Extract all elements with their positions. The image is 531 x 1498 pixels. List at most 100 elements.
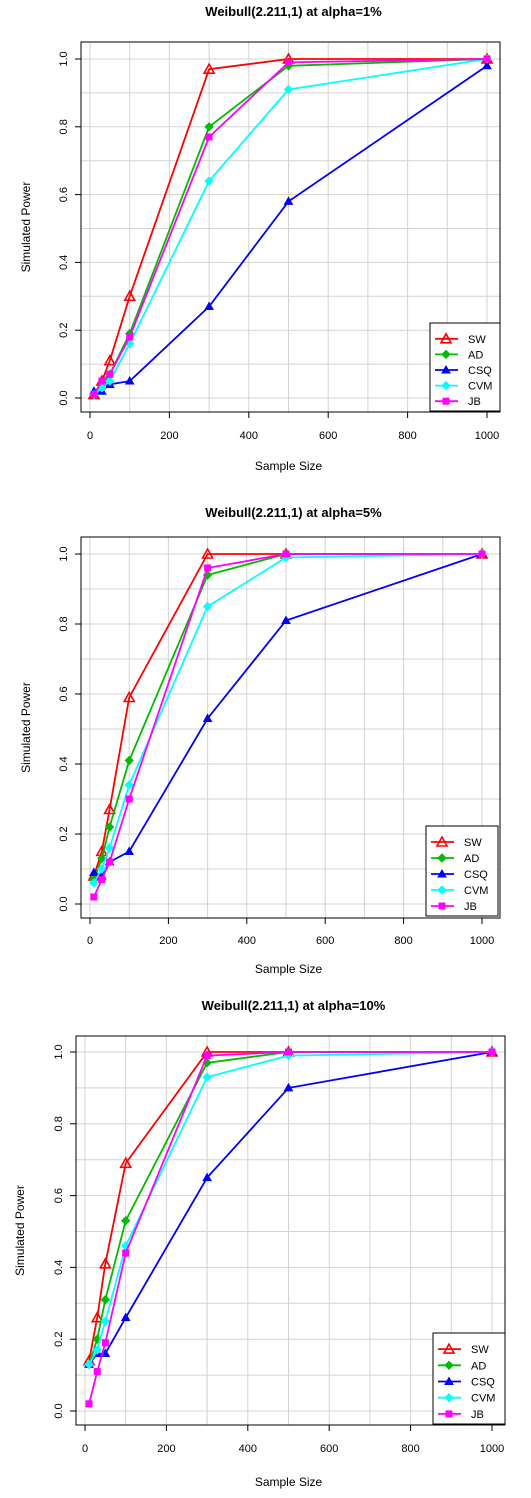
data-point-jb [98, 377, 106, 385]
data-point-jb [126, 333, 134, 341]
legend-label-csq: CSQ [468, 365, 492, 377]
data-point-cvm [84, 1359, 94, 1370]
data-point-jb [285, 1048, 292, 1056]
x-tick-label: 200 [160, 430, 178, 442]
data-point-jb [98, 876, 106, 883]
data-point-jb [205, 133, 213, 141]
x-tick-label: 800 [401, 1443, 419, 1455]
data-point-jb [478, 550, 486, 558]
plot-frame [80, 536, 501, 919]
x-tick-label: 800 [398, 430, 416, 442]
series-jb [85, 1048, 496, 1408]
x-tick-label: 1000 [470, 935, 494, 947]
x-tick-label: 800 [394, 935, 412, 947]
y-tick-label: 0.6 [58, 686, 70, 701]
legend: SW AD CSQ CVM JB [425, 825, 499, 917]
legend-label-jb: JB [471, 1409, 484, 1421]
series-line-sw [93, 58, 487, 396]
x-tick-label: 0 [87, 935, 93, 947]
plot-frame [80, 41, 501, 413]
data-point-csq [202, 1172, 212, 1182]
chart-title: Weibull(2.211,1) at alpha=5% [205, 505, 382, 520]
legend-marker-csq [437, 868, 447, 878]
y-tick-label: 0.0 [58, 896, 70, 911]
series-ad [84, 1047, 497, 1370]
legend-marker-ad [444, 1360, 454, 1371]
data-point-csq [283, 196, 294, 205]
y-tick-label: 0.2 [58, 826, 70, 841]
y-tick-label: 1.0 [58, 546, 70, 561]
x-axis-label: Sample Size [255, 1475, 323, 1489]
x-tick-label: 200 [159, 935, 177, 947]
data-point-cvm [124, 780, 134, 790]
series-line-csq [93, 553, 483, 878]
series-cvm [84, 1047, 497, 1370]
legend-marker-csq [444, 1376, 454, 1385]
legend-label-jb: JB [468, 396, 481, 408]
series-jb [90, 550, 486, 901]
series-line-sw [93, 553, 482, 877]
data-point-jb [122, 1249, 130, 1257]
x-tick-label: 1000 [475, 430, 499, 442]
data-point-ad [100, 1295, 111, 1305]
data-point-jb [204, 564, 212, 572]
legend-marker-cvm [444, 1392, 454, 1403]
data-point-jb [483, 55, 491, 63]
data-point-jb [488, 1048, 496, 1056]
y-tick-label: 0.4 [53, 1260, 65, 1275]
legend-box [432, 1332, 506, 1425]
legend-marker-sw [439, 332, 453, 344]
x-tick-label: 400 [240, 430, 258, 442]
series-line-csq [88, 1051, 493, 1365]
data-point-cvm [283, 84, 294, 95]
x-tick-label: 600 [320, 1443, 338, 1455]
data-point-cvm [105, 376, 115, 386]
data-point-csq [124, 376, 135, 385]
y-axis-label: Simulated Power [13, 1185, 27, 1276]
x-tick-label: 0 [87, 430, 93, 442]
data-point-sw [103, 802, 116, 815]
data-point-sw [98, 1257, 112, 1269]
x-axis-label: Sample Size [255, 962, 323, 976]
series-line-sw [88, 1051, 492, 1361]
data-point-cvm [104, 843, 115, 853]
legend-label-jb: JB [464, 901, 477, 913]
data-point-csq [202, 713, 213, 722]
data-point-jb [93, 1368, 101, 1376]
data-point-sw [123, 289, 137, 302]
data-point-jb [85, 1400, 93, 1408]
chart-panel-1: Weibull(2.211,1) at alpha=1% 0 200 400 600 80… [19, 4, 501, 473]
x-tick-label: 400 [238, 935, 256, 947]
x-tick-label: 1000 [480, 1443, 504, 1455]
y-axis-label: Simulated Power [19, 682, 33, 773]
data-point-jb [106, 370, 114, 378]
data-point-cvm [202, 1072, 212, 1082]
legend-box [425, 825, 499, 917]
legend-marker-jb [442, 397, 450, 405]
legend-label-cvm: CVM [471, 1393, 495, 1405]
y-tick-label: 1.0 [58, 51, 70, 66]
data-point-csq [124, 846, 135, 855]
legend-marker-sw [435, 835, 449, 847]
series-line-jb [88, 1051, 492, 1405]
y-axis-label: Simulated Power [19, 182, 33, 273]
y-tick-label: 0.4 [58, 756, 70, 771]
data-point-cvm [89, 878, 99, 888]
legend-label-ad: AD [468, 349, 483, 361]
series-line-ad [93, 58, 488, 396]
series-line-cvm [93, 58, 488, 396]
plot-frame [75, 1035, 506, 1426]
data-point-csq [204, 301, 214, 310]
series-jb [90, 55, 491, 399]
data-point-csq [120, 1312, 131, 1322]
chart-title: Weibull(2.211,1) at alpha=10% [202, 998, 386, 1013]
data-point-jb [125, 795, 133, 803]
y-tick-label: 0.8 [58, 616, 70, 631]
legend-marker-jb [438, 902, 446, 910]
x-tick-label: 400 [239, 1443, 257, 1455]
data-point-cvm [97, 864, 107, 874]
data-point-sw [202, 62, 216, 74]
data-point-cvm [100, 1316, 111, 1326]
data-point-sw [119, 1156, 133, 1169]
y-tick-label: 0.4 [58, 255, 70, 270]
